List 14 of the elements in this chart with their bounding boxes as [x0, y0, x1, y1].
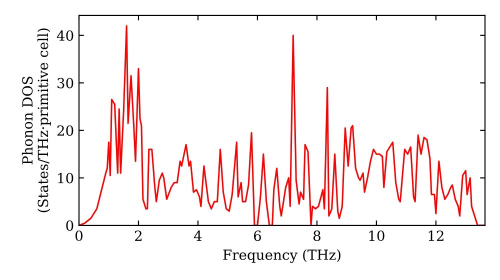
x-tick-label: 0	[75, 230, 82, 242]
x-axis-title: Frequency (THz)	[223, 249, 340, 263]
y-tick-label: 40	[56, 30, 74, 41]
y-tick-label: 10	[58, 172, 74, 184]
y-axis-title: Phonon DOS (States/THz·primitive cell)	[22, 28, 51, 212]
x-tick-label: 2	[135, 230, 142, 241]
x-tick-label: 10	[369, 230, 384, 242]
x-tick-label: 8	[313, 230, 320, 242]
x-tick-label: 6	[254, 230, 262, 242]
y-tick-label: 20	[57, 125, 74, 136]
y-tick-label: 0	[66, 220, 74, 231]
y-tick-label: 30	[58, 78, 74, 88]
x-tick-label: 4	[194, 230, 202, 241]
x-tick-label: 12	[428, 230, 444, 241]
